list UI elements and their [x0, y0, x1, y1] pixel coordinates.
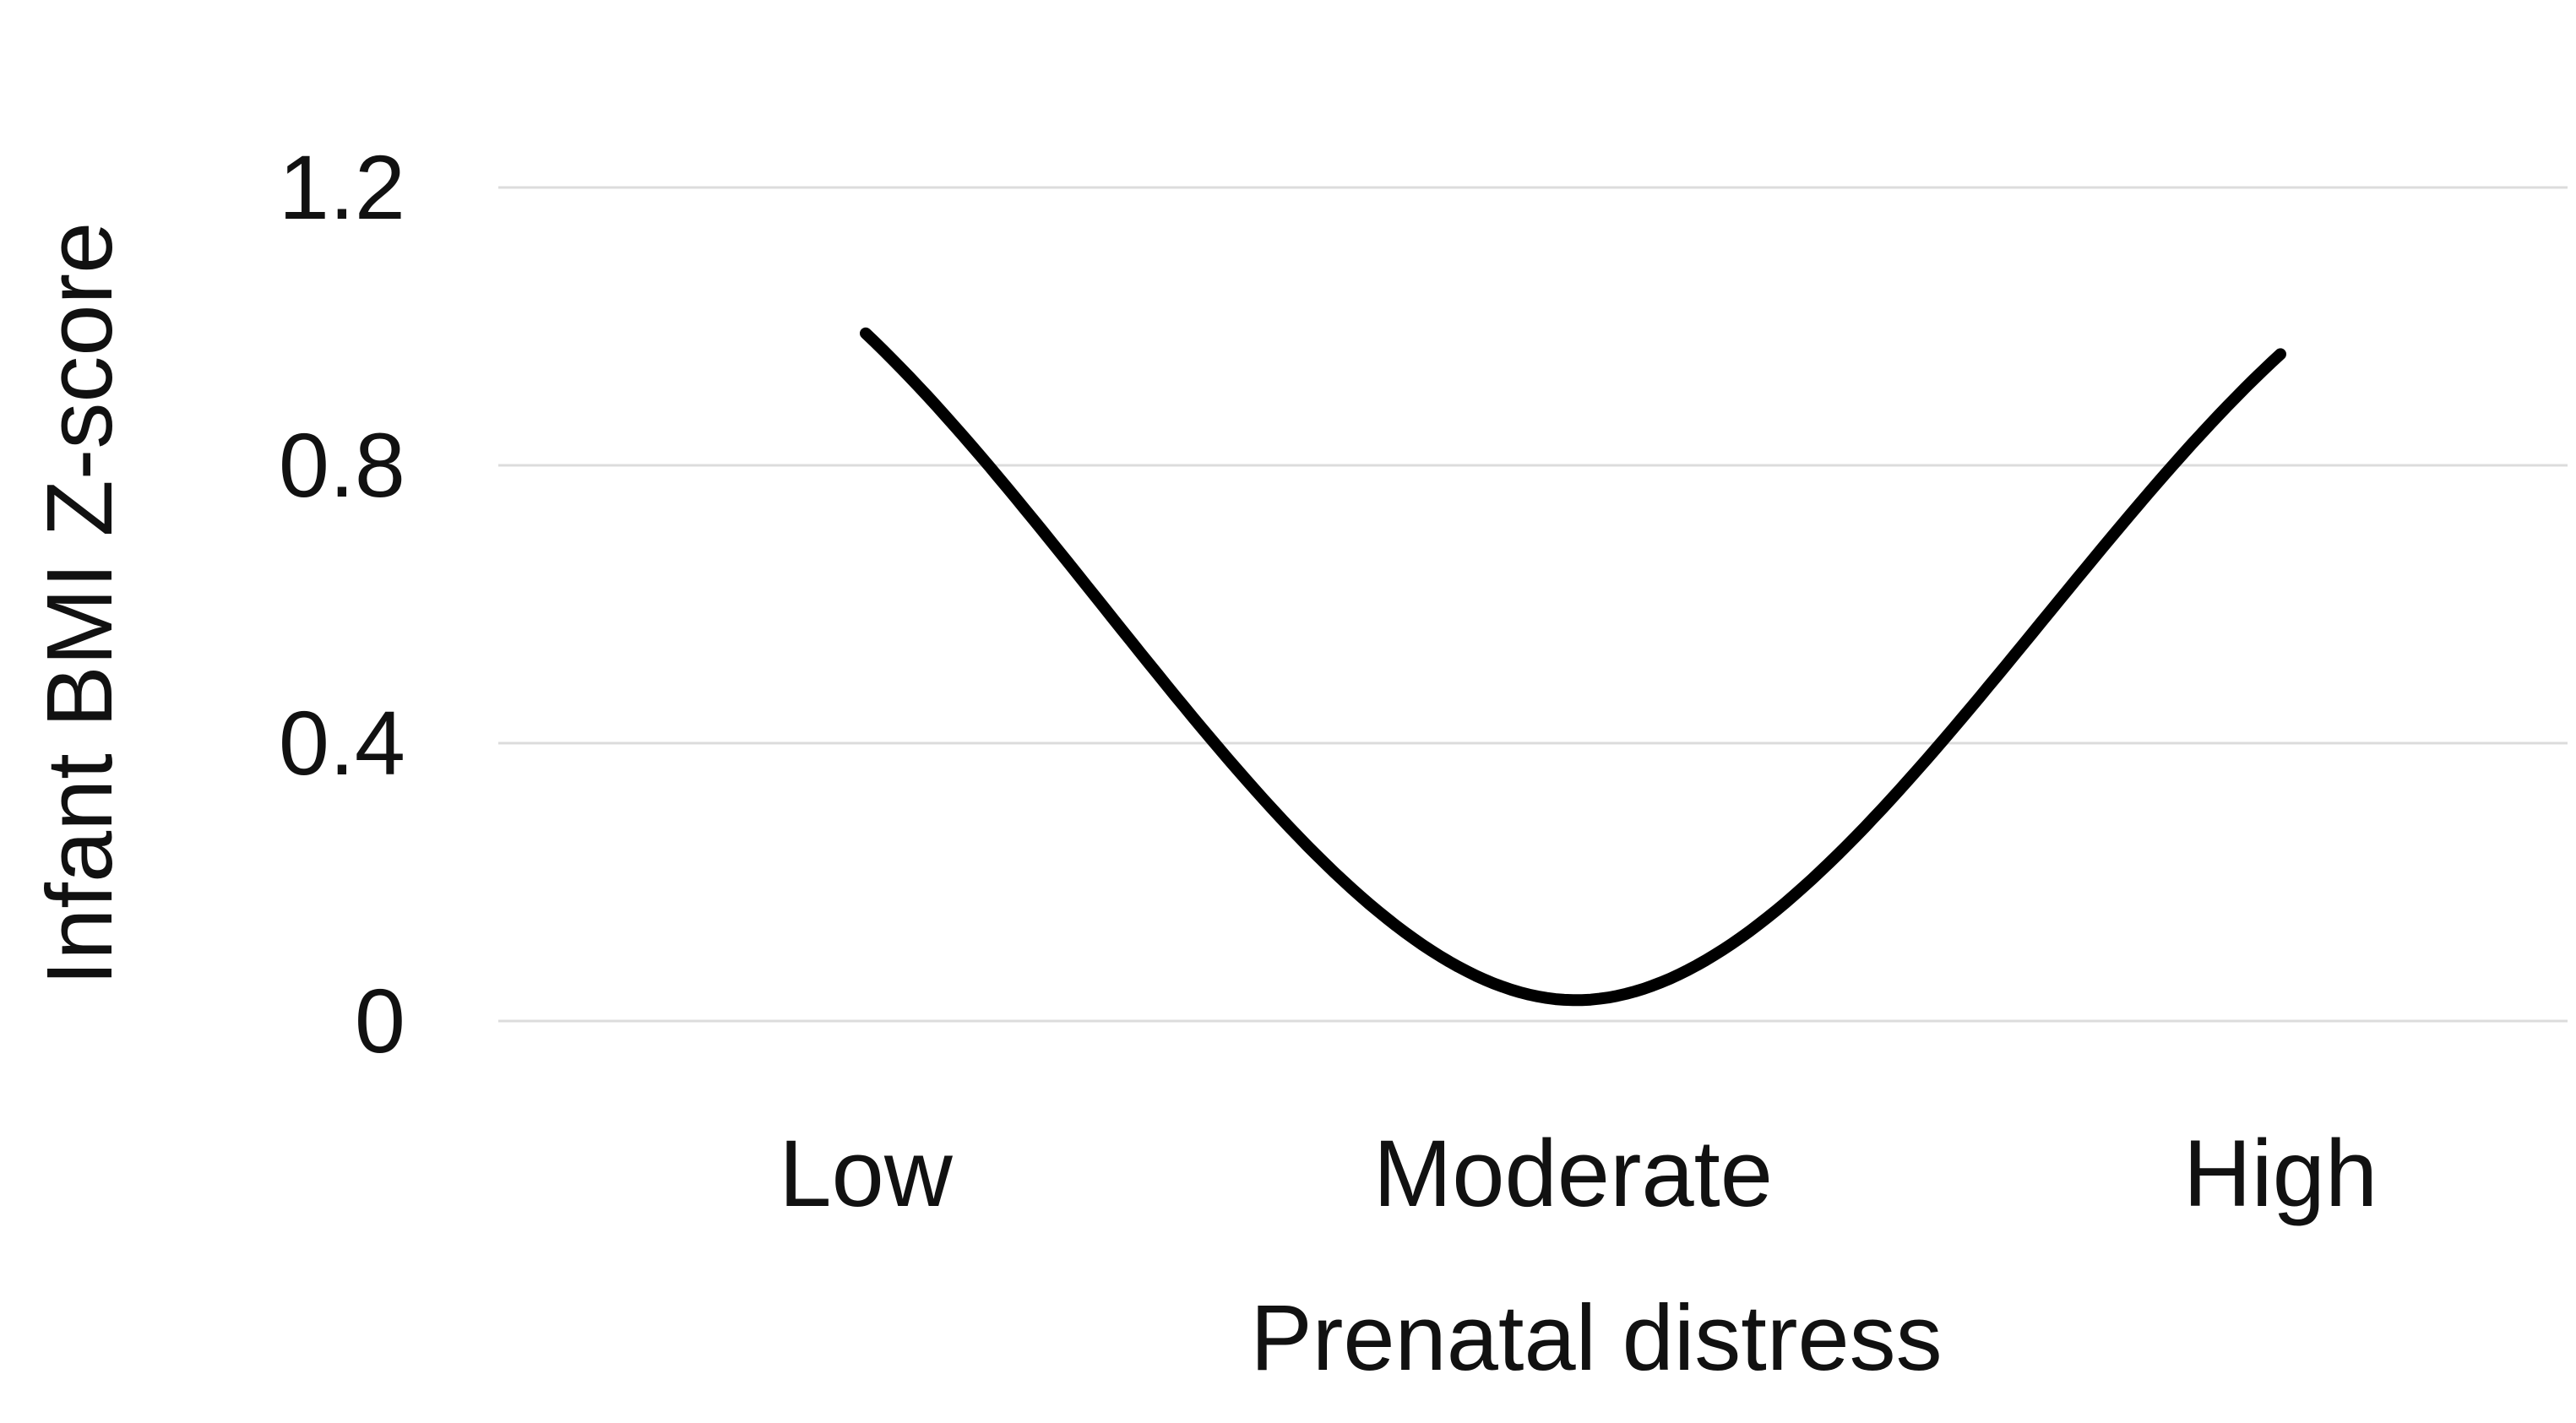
x-tick-label-high: High	[2182, 1121, 2378, 1226]
x-tick-label-low: Low	[779, 1121, 953, 1226]
y-tick-label: 1.2	[278, 136, 405, 238]
y-tick-label: 0.8	[278, 414, 405, 516]
y-axis-title: Infant BMI Z-score	[28, 221, 132, 986]
y-tick-label: 0.4	[278, 692, 405, 794]
x-axis-title: Prenatal distress	[1250, 1286, 1943, 1390]
series-curve	[860, 327, 2286, 1007]
y-tick-label: 0	[354, 969, 405, 1072]
x-tick-label-moderate: Moderate	[1372, 1121, 1774, 1226]
